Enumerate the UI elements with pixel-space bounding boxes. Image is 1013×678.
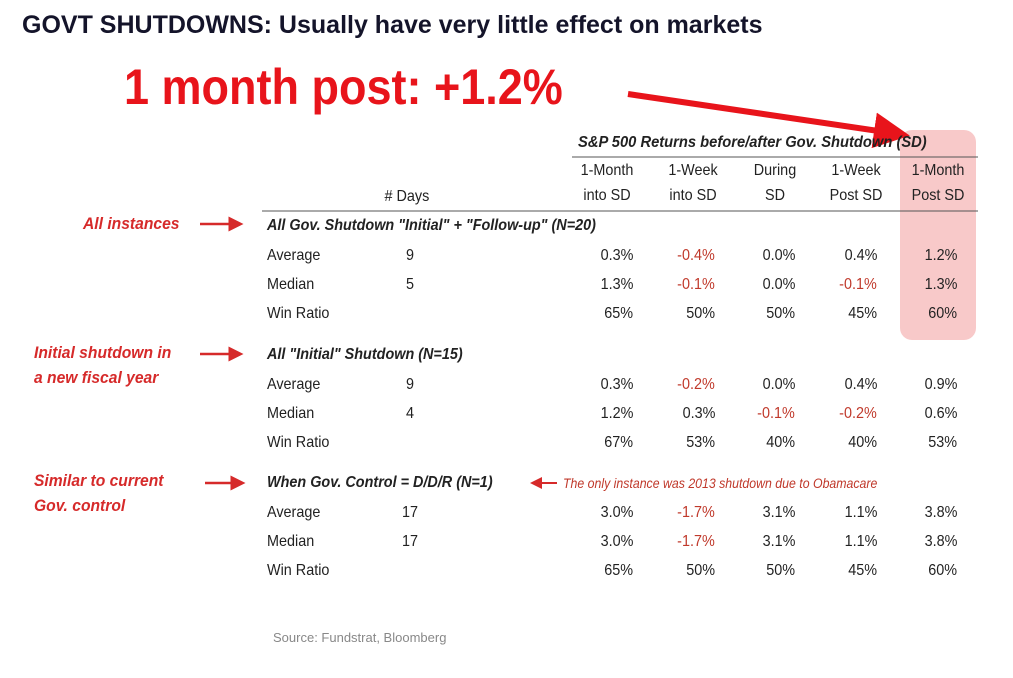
column-header: Post SD — [911, 187, 965, 204]
column-header: SD — [764, 187, 785, 204]
value-cell: 3.1% — [762, 533, 795, 550]
value-cell: 0.0% — [762, 276, 795, 293]
value-cell: 50% — [686, 562, 715, 579]
value-cell: 0.4% — [844, 247, 877, 264]
value-cell: 0.4% — [844, 376, 877, 393]
value-cell: 50% — [766, 562, 795, 579]
table-caption: S&P 500 Returns before/after Gov. Shutdo… — [578, 134, 927, 151]
value-cell: -1.7% — [677, 533, 715, 550]
value-cell: -0.1% — [757, 405, 795, 422]
value-cell: 53% — [686, 434, 715, 451]
value-cell: 45% — [848, 562, 877, 579]
value-cell: -0.4% — [677, 247, 715, 264]
value-cell: 0.0% — [762, 376, 795, 393]
row-label: Median — [267, 405, 315, 422]
value-cell: 1.3% — [924, 276, 957, 293]
value-cell: 60% — [928, 305, 957, 322]
value-cell: 45% — [848, 305, 877, 322]
side-label: a new fiscal year — [34, 368, 159, 387]
row-label: Win Ratio — [267, 305, 330, 322]
value-cell: 1.2% — [600, 405, 633, 422]
value-cell: 0.6% — [924, 405, 957, 422]
value-cell: 0.0% — [762, 247, 795, 264]
column-header: 1-Month — [580, 162, 634, 179]
value-cell: -0.1% — [677, 276, 715, 293]
days-cell: 17 — [401, 533, 419, 550]
value-cell: 3.8% — [924, 533, 957, 550]
row-label: Average — [267, 504, 321, 521]
side-label: Gov. control — [34, 496, 126, 515]
value-cell: 53% — [928, 434, 957, 451]
value-cell: -1.7% — [677, 504, 715, 521]
days-cell: 5 — [405, 276, 415, 293]
row-label: Median — [267, 276, 315, 293]
value-cell: 50% — [766, 305, 795, 322]
value-cell: -0.2% — [677, 376, 715, 393]
title: GOVT SHUTDOWNS: Usually have very little… — [22, 11, 763, 39]
row-label: Average — [267, 376, 321, 393]
value-cell: 3.8% — [924, 504, 957, 521]
column-header: 1-Month — [911, 162, 965, 179]
days-cell: 17 — [401, 504, 419, 521]
source: Source: Fundstrat, Bloomberg — [273, 630, 447, 645]
column-header: 1-Week — [668, 162, 718, 179]
side-label: Similar to current — [34, 471, 164, 490]
side-label: Initial shutdown in — [34, 343, 172, 362]
value-cell: 50% — [686, 305, 715, 322]
days-header: # Days — [384, 188, 430, 205]
value-cell: 1.1% — [844, 533, 877, 550]
value-cell: 40% — [848, 434, 877, 451]
days-cell: 9 — [405, 376, 415, 393]
callout-arrow — [627, 91, 910, 149]
value-cell: 40% — [766, 434, 795, 451]
row-label: Win Ratio — [267, 562, 330, 579]
callout: 1 month post: +1.2% — [124, 59, 563, 115]
column-header: into SD — [583, 187, 631, 204]
value-cell: 0.3% — [600, 247, 633, 264]
row-label: Win Ratio — [267, 434, 330, 451]
value-cell: 60% — [928, 562, 957, 579]
section-heading: All "Initial" Shutdown (N=15) — [267, 346, 463, 363]
column-header: Post SD — [829, 187, 883, 204]
section-heading: All Gov. Shutdown "Initial" + "Follow-up… — [267, 217, 596, 234]
column-header: During — [753, 162, 797, 179]
column-header: 1-Week — [831, 162, 881, 179]
value-cell: 0.3% — [682, 405, 715, 422]
value-cell: 3.0% — [600, 504, 633, 521]
value-cell: 67% — [604, 434, 633, 451]
value-cell: 3.1% — [762, 504, 795, 521]
value-cell: -0.1% — [839, 276, 877, 293]
value-cell: 1.3% — [600, 276, 633, 293]
row-label: Median — [267, 533, 315, 550]
value-cell: 0.9% — [924, 376, 957, 393]
note: The only instance was 2013 shutdown due … — [563, 475, 878, 491]
days-cell: 4 — [405, 405, 415, 422]
highlight-box — [900, 130, 976, 340]
value-cell: 1.1% — [844, 504, 877, 521]
value-cell: 0.3% — [600, 376, 633, 393]
value-cell: 65% — [604, 305, 633, 322]
days-cell: 9 — [405, 247, 415, 264]
value-cell: 65% — [604, 562, 633, 579]
row-label: Average — [267, 247, 321, 264]
value-cell: -0.2% — [839, 405, 877, 422]
value-cell: 1.2% — [924, 247, 957, 264]
section-heading: When Gov. Control = D/D/R (N=1) — [267, 474, 493, 491]
value-cell: 3.0% — [600, 533, 633, 550]
side-label: All instances — [83, 214, 180, 233]
column-header: into SD — [669, 187, 717, 204]
